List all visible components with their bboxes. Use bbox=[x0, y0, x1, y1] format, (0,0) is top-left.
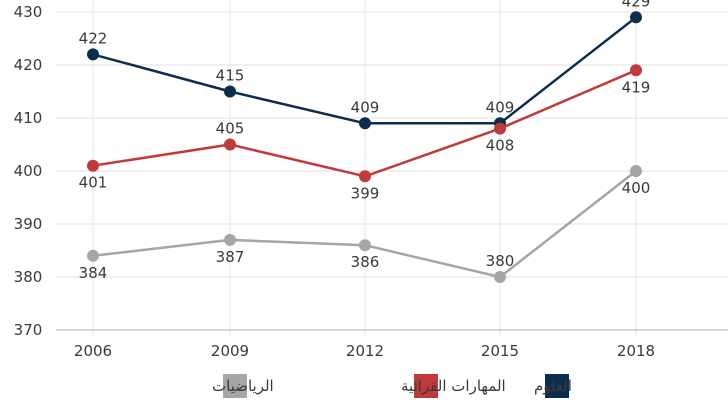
legend: العلوم المهارات القرائية الرياضيات bbox=[212, 374, 572, 398]
y-tick-label: 380 bbox=[14, 268, 43, 286]
data-label: 429 bbox=[622, 0, 651, 10]
y-tick-label: 390 bbox=[14, 215, 43, 233]
data-label: 384 bbox=[79, 264, 108, 282]
legend-swatch bbox=[223, 374, 247, 398]
x-tick-label: 2015 bbox=[481, 342, 519, 360]
data-point bbox=[359, 170, 371, 183]
x-tick-label: 2012 bbox=[346, 342, 384, 360]
legend-swatch bbox=[545, 374, 569, 398]
data-label: 409 bbox=[351, 98, 380, 116]
legend-swatch bbox=[414, 374, 438, 398]
y-tick-label: 410 bbox=[14, 109, 43, 127]
data-point bbox=[494, 271, 506, 283]
data-point bbox=[630, 64, 642, 77]
data-label: 422 bbox=[79, 29, 108, 47]
data-point bbox=[630, 165, 642, 177]
data-point bbox=[224, 233, 236, 246]
y-tick-label: 420 bbox=[14, 56, 43, 74]
data-point bbox=[359, 239, 371, 252]
data-label: 399 bbox=[351, 184, 380, 202]
legend-label: العلوم bbox=[534, 377, 572, 395]
legend-label: المهارات القرائية bbox=[401, 377, 506, 395]
data-point bbox=[87, 249, 99, 262]
axes: 370 380 390 400 410 420 430 2006 2009 2012 2015 201… bbox=[14, 3, 728, 360]
data-labels: 422 415 409 409 429 401 405 399 408 419 384 387 386 3… bbox=[79, 0, 651, 282]
data-point bbox=[224, 138, 236, 151]
y-tick-label: 430 bbox=[14, 3, 43, 21]
data-point bbox=[359, 117, 371, 130]
data-point bbox=[224, 85, 236, 98]
x-tick-label: 2018 bbox=[617, 342, 655, 360]
data-point bbox=[494, 122, 506, 135]
data-label: 400 bbox=[622, 179, 651, 197]
data-label: 405 bbox=[216, 120, 245, 138]
data-point bbox=[87, 48, 99, 61]
series-lines bbox=[87, 11, 642, 283]
legend-label: الرياضيات bbox=[212, 377, 274, 395]
x-tick-label: 2009 bbox=[211, 342, 249, 360]
data-label: 408 bbox=[486, 137, 515, 155]
y-tick-label: 370 bbox=[14, 321, 43, 339]
data-point bbox=[87, 159, 99, 172]
data-point bbox=[630, 11, 642, 24]
data-label: 419 bbox=[622, 78, 651, 96]
data-label: 409 bbox=[486, 98, 515, 116]
data-label: 380 bbox=[486, 252, 515, 270]
data-label: 415 bbox=[216, 67, 245, 85]
data-label: 387 bbox=[216, 248, 245, 266]
y-tick-label: 400 bbox=[14, 162, 43, 180]
data-label: 386 bbox=[351, 253, 380, 271]
data-label: 401 bbox=[79, 174, 108, 192]
x-tick-label: 2006 bbox=[74, 342, 112, 360]
